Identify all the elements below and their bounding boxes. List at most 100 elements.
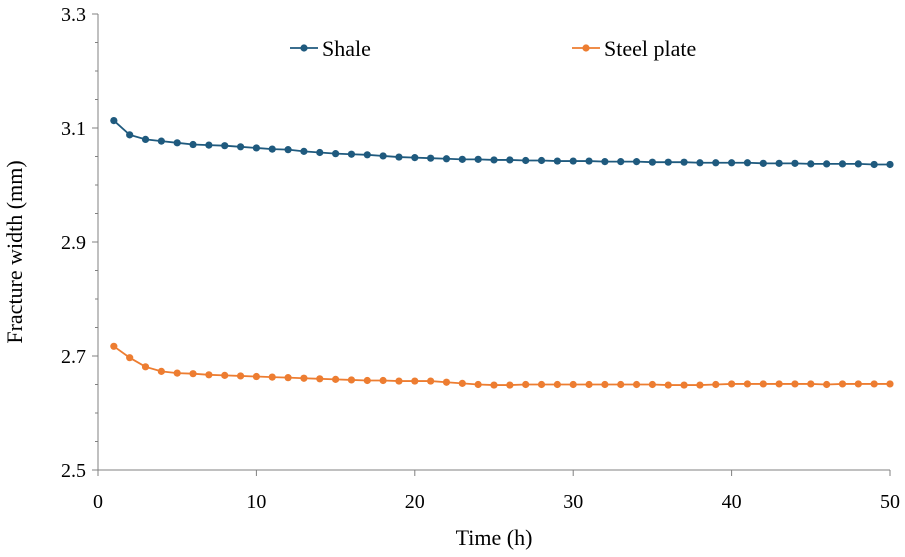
data-point — [791, 159, 799, 167]
data-point — [189, 140, 197, 149]
x-tick-label: 30 — [563, 491, 583, 513]
data-point — [506, 156, 514, 164]
data-point — [379, 152, 387, 160]
data-point — [728, 159, 736, 167]
data-point — [236, 143, 245, 151]
y-tick-label: 3.3 — [61, 4, 86, 26]
data-point — [363, 151, 371, 159]
data-point — [474, 155, 482, 163]
data-point — [522, 380, 530, 389]
data-point — [743, 159, 752, 167]
data-point — [284, 374, 292, 382]
legend-item: Steel plate — [572, 36, 696, 61]
data-point — [569, 380, 577, 389]
data-point — [332, 375, 340, 383]
data-point — [712, 159, 720, 167]
data-point — [585, 380, 593, 389]
data-point — [157, 367, 165, 375]
data-point — [807, 380, 815, 388]
data-point — [696, 381, 704, 389]
data-point — [205, 371, 213, 379]
legend-swatch-marker — [582, 44, 590, 52]
data-point — [506, 381, 514, 389]
series-steel-plate — [110, 342, 894, 389]
series-layer — [110, 116, 894, 389]
data-point — [854, 160, 862, 168]
data-point — [712, 380, 720, 389]
data-point — [221, 142, 229, 150]
data-point — [585, 157, 593, 165]
data-point — [743, 380, 752, 388]
data-point — [189, 370, 197, 378]
data-point — [379, 376, 387, 385]
data-point — [537, 380, 546, 389]
legend-item: Shale — [290, 36, 371, 61]
data-point — [680, 158, 688, 166]
data-point — [173, 139, 181, 147]
data-point — [632, 380, 641, 389]
x-axis-title: Time (h) — [456, 525, 533, 550]
data-point — [854, 380, 862, 388]
data-point — [221, 371, 229, 379]
data-point — [759, 380, 767, 388]
data-point — [268, 373, 276, 381]
x-tick-label: 50 — [880, 491, 900, 513]
y-tick-label: 2.9 — [61, 232, 86, 254]
data-point — [300, 374, 308, 382]
series-line — [113, 119, 890, 166]
series-shale — [110, 116, 894, 169]
x-tick-label: 0 — [93, 491, 103, 513]
data-point — [664, 158, 672, 166]
data-point — [696, 159, 704, 167]
data-point — [791, 380, 799, 388]
data-point — [490, 381, 498, 389]
ticks: 2.5 2.7 2.9 3.1 3.3 0 10 20 30 40 50 — [61, 4, 900, 513]
data-point — [648, 380, 657, 389]
data-point — [300, 147, 308, 155]
data-point — [553, 380, 561, 389]
data-point — [648, 158, 657, 166]
data-point — [252, 144, 260, 152]
series-line — [113, 345, 890, 386]
data-point — [601, 158, 609, 166]
data-point — [728, 380, 736, 388]
data-point — [775, 380, 783, 388]
data-point — [110, 342, 118, 350]
data-point — [823, 380, 831, 389]
data-point — [395, 377, 403, 385]
data-point — [332, 150, 340, 158]
data-point — [886, 160, 894, 169]
data-point — [537, 156, 546, 165]
data-point — [522, 156, 530, 165]
data-point — [173, 369, 181, 377]
y-tick-label: 2.7 — [61, 346, 86, 368]
data-point — [268, 145, 276, 153]
x-tick-label: 20 — [405, 491, 425, 513]
data-point — [680, 381, 688, 389]
data-point — [601, 380, 609, 389]
data-point — [458, 379, 466, 387]
data-point — [284, 146, 292, 154]
data-point — [838, 160, 847, 168]
data-point — [316, 375, 324, 383]
data-point — [126, 354, 134, 362]
data-point — [347, 376, 356, 384]
axes — [97, 14, 890, 471]
data-point — [617, 380, 625, 389]
x-tick-label: 10 — [246, 491, 266, 513]
data-point — [427, 154, 435, 162]
data-point — [427, 377, 435, 385]
y-tick-label: 2.5 — [61, 460, 86, 482]
data-point — [157, 137, 165, 145]
data-point — [411, 377, 419, 385]
legend-label: Shale — [322, 36, 371, 61]
data-point — [823, 160, 831, 168]
data-point — [664, 381, 672, 389]
data-point — [870, 380, 878, 388]
data-point — [316, 148, 324, 157]
data-point — [553, 157, 561, 165]
data-point — [490, 156, 498, 164]
x-tick-label: 40 — [722, 491, 742, 513]
